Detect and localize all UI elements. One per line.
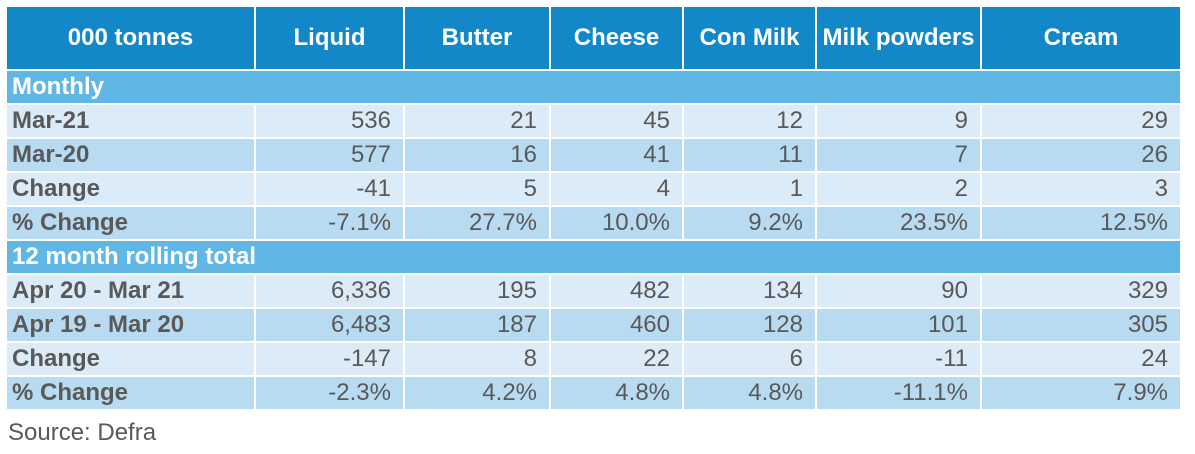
table-row-apr19-mar20: Apr 19 - Mar 20 6,483 187 460 128 101 30… <box>7 309 1180 341</box>
value-cell: 305 <box>982 309 1180 341</box>
value-cell: 4.8% <box>551 377 682 409</box>
value-cell: -7.1% <box>256 207 403 239</box>
value-cell: 10.0% <box>551 207 682 239</box>
value-cell: 6,483 <box>256 309 403 341</box>
value-cell: -2.3% <box>256 377 403 409</box>
row-label: Change <box>7 173 254 205</box>
value-cell: 8 <box>405 343 549 375</box>
row-label: Apr 20 - Mar 21 <box>7 275 254 307</box>
table-body: Monthly Mar-21 536 21 45 12 9 29 Mar-20 … <box>7 71 1180 409</box>
section-label: 12 month rolling total <box>7 241 1180 273</box>
value-cell: 22 <box>551 343 682 375</box>
value-cell: 21 <box>405 105 549 137</box>
value-cell: 27.7% <box>405 207 549 239</box>
column-header-milk-powders: Milk powders <box>817 7 980 69</box>
table-row-rolling-pct-change: % Change -2.3% 4.2% 4.8% 4.8% -11.1% 7.9… <box>7 377 1180 409</box>
value-cell: 90 <box>817 275 980 307</box>
value-cell: 128 <box>684 309 815 341</box>
value-cell: 16 <box>405 139 549 171</box>
value-cell: 4.8% <box>684 377 815 409</box>
value-cell: 1 <box>684 173 815 205</box>
header-row: 000 tonnes Liquid Butter Cheese Con Milk… <box>7 7 1180 69</box>
column-header-butter: Butter <box>405 7 549 69</box>
table-row-rolling-change: Change -147 8 22 6 -11 24 <box>7 343 1180 375</box>
value-cell: 329 <box>982 275 1180 307</box>
table-row-monthly-change: Change -41 5 4 1 2 3 <box>7 173 1180 205</box>
value-cell: 26 <box>982 139 1180 171</box>
value-cell: 2 <box>817 173 980 205</box>
value-cell: 577 <box>256 139 403 171</box>
column-header-con-milk: Con Milk <box>684 7 815 69</box>
source-note: Source: Defra <box>8 419 157 446</box>
value-cell: 9 <box>817 105 980 137</box>
table-row-mar-20: Mar-20 577 16 41 11 7 26 <box>7 139 1180 171</box>
value-cell: 11 <box>684 139 815 171</box>
value-cell: 4.2% <box>405 377 549 409</box>
value-cell: 6,336 <box>256 275 403 307</box>
column-header-cream: Cream <box>982 7 1180 69</box>
value-cell: -41 <box>256 173 403 205</box>
row-label: Apr 19 - Mar 20 <box>7 309 254 341</box>
row-label: % Change <box>7 207 254 239</box>
value-cell: 24 <box>982 343 1180 375</box>
section-header-rolling-total: 12 month rolling total <box>7 241 1180 273</box>
value-cell: 101 <box>817 309 980 341</box>
value-cell: -147 <box>256 343 403 375</box>
value-cell: 134 <box>684 275 815 307</box>
value-cell: 45 <box>551 105 682 137</box>
value-cell: 12 <box>684 105 815 137</box>
table-row-apr20-mar21: Apr 20 - Mar 21 6,336 195 482 134 90 329 <box>7 275 1180 307</box>
value-cell: 29 <box>982 105 1180 137</box>
section-label: Monthly <box>7 71 1180 103</box>
value-cell: 536 <box>256 105 403 137</box>
value-cell: 12.5% <box>982 207 1180 239</box>
column-header-liquid: Liquid <box>256 7 403 69</box>
value-cell: 4 <box>551 173 682 205</box>
value-cell: 23.5% <box>817 207 980 239</box>
value-cell: 41 <box>551 139 682 171</box>
value-cell: 9.2% <box>684 207 815 239</box>
table-row-monthly-pct-change: % Change -7.1% 27.7% 10.0% 9.2% 23.5% 12… <box>7 207 1180 239</box>
value-cell: 3 <box>982 173 1180 205</box>
row-label: Change <box>7 343 254 375</box>
row-label: % Change <box>7 377 254 409</box>
column-header-cheese: Cheese <box>551 7 682 69</box>
value-cell: -11 <box>817 343 980 375</box>
value-cell: 5 <box>405 173 549 205</box>
value-cell: 195 <box>405 275 549 307</box>
table-row-mar-21: Mar-21 536 21 45 12 9 29 <box>7 105 1180 137</box>
row-label: Mar-20 <box>7 139 254 171</box>
value-cell: 7.9% <box>982 377 1180 409</box>
column-header-units: 000 tonnes <box>7 7 254 69</box>
table-header: 000 tonnes Liquid Butter Cheese Con Milk… <box>7 7 1180 69</box>
value-cell: 460 <box>551 309 682 341</box>
value-cell: 7 <box>817 139 980 171</box>
value-cell: 6 <box>684 343 815 375</box>
dairy-stats-table: 000 tonnes Liquid Butter Cheese Con Milk… <box>5 5 1182 411</box>
section-header-monthly: Monthly <box>7 71 1180 103</box>
value-cell: 482 <box>551 275 682 307</box>
row-label: Mar-21 <box>7 105 254 137</box>
value-cell: -11.1% <box>817 377 980 409</box>
value-cell: 187 <box>405 309 549 341</box>
